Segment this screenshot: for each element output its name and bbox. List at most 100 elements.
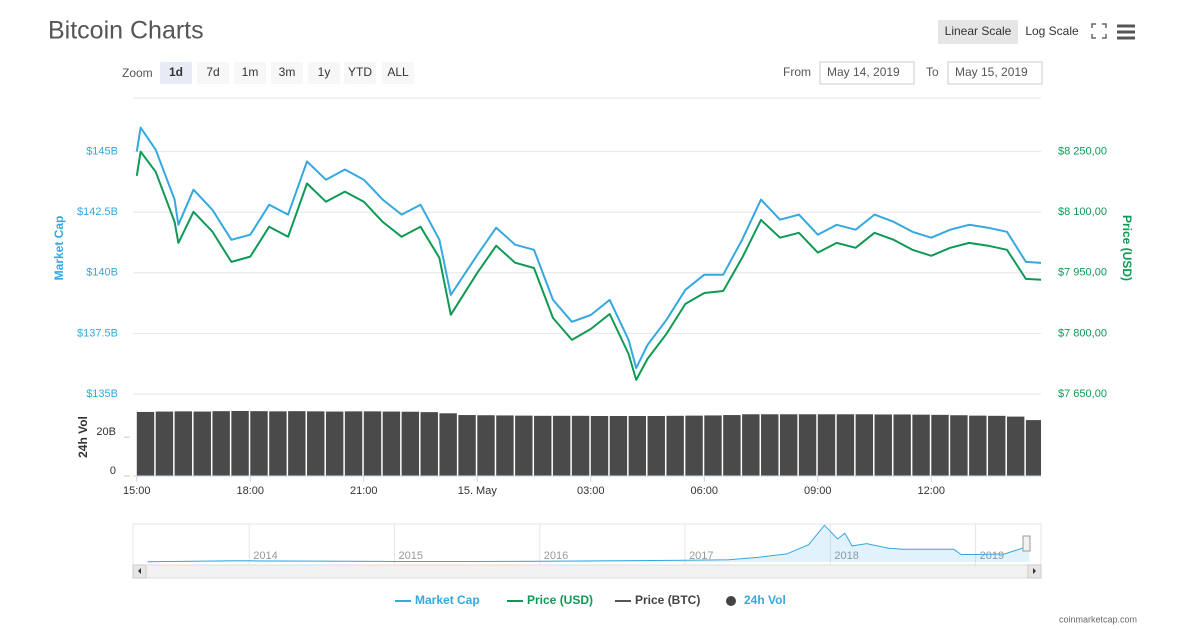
navigator-area xyxy=(147,525,1030,562)
volume-bar xyxy=(288,411,306,476)
volume-bar xyxy=(458,415,476,476)
volume-bar xyxy=(363,411,382,476)
zoom-button-bg[interactable] xyxy=(160,62,192,84)
y-tick-label: $137.5B xyxy=(77,327,118,339)
fullscreen-icon[interactable] xyxy=(1091,23,1107,39)
scroll-arrow xyxy=(138,568,141,574)
volume-bar xyxy=(250,411,268,476)
zoom-button-bg[interactable] xyxy=(308,62,340,84)
volume-axis-label: 24h Vol xyxy=(76,416,90,458)
y2-tick-label: $7 950,00 xyxy=(1058,267,1107,279)
zoom-button-bg[interactable] xyxy=(234,62,266,84)
zoom-button-bg[interactable] xyxy=(271,62,303,84)
x-tick-label: 18:00 xyxy=(237,485,265,497)
legend-label[interactable]: Price (USD) xyxy=(527,593,593,607)
volume-bar xyxy=(401,411,420,476)
zoom-button[interactable]: 1y xyxy=(318,65,331,79)
scale-button[interactable]: Linear Scale xyxy=(945,24,1012,38)
navigator-tick-label: 2018 xyxy=(834,550,858,562)
volume-bar xyxy=(685,415,703,476)
volume-bar xyxy=(628,416,647,476)
volume-bar xyxy=(136,411,155,476)
legend-label[interactable]: Price (BTC) xyxy=(635,593,700,607)
volume-bar xyxy=(912,414,930,476)
volume-bar xyxy=(420,412,438,476)
x-tick-label: 06:00 xyxy=(691,485,719,497)
volume-bar xyxy=(798,414,817,476)
volume-bar xyxy=(988,415,1006,476)
x-tick-label: 09:00 xyxy=(804,485,832,497)
legend-swatch[interactable] xyxy=(726,596,736,606)
volume-bar xyxy=(212,411,230,476)
zoom-button[interactable]: 7d xyxy=(206,65,219,79)
volume-bar xyxy=(742,414,760,476)
series-line xyxy=(135,126,1042,370)
volume-bar xyxy=(325,411,344,476)
navigator-tick-label: 2014 xyxy=(253,550,277,562)
navigator-tick-label: 2016 xyxy=(544,550,568,562)
volume-bar xyxy=(893,414,911,476)
x-tick-label: 21:00 xyxy=(350,485,378,497)
y-tick-label: $140B xyxy=(86,267,118,279)
volume-bar xyxy=(571,415,590,476)
scrollbar[interactable] xyxy=(132,564,1042,579)
y-tick-label: $142.5B xyxy=(77,206,118,218)
volume-bar xyxy=(155,411,174,476)
volume-bar xyxy=(647,416,665,476)
legend-label[interactable]: Market Cap xyxy=(415,593,480,607)
from-input[interactable] xyxy=(819,61,915,85)
volume-tick-label: 0 xyxy=(110,465,116,477)
y2-tick-label: $7 800,00 xyxy=(1058,327,1107,339)
navigator-tick-label: 2019 xyxy=(980,550,1004,562)
x-tick-label: 03:00 xyxy=(577,485,605,497)
x-tick-label: 12:00 xyxy=(918,485,946,497)
icon xyxy=(1091,23,1107,39)
volume-bar xyxy=(231,410,249,476)
title: Bitcoin Charts xyxy=(48,17,204,45)
y2-axis-label: Price (USD) xyxy=(1120,215,1134,281)
navigator-handle[interactable] xyxy=(1022,535,1031,552)
volume-bar xyxy=(836,414,855,476)
zoom-button[interactable]: 3m xyxy=(279,65,296,79)
y2-tick-label: $8 100,00 xyxy=(1058,206,1107,218)
zoom-label: Zoom xyxy=(122,66,153,80)
volume-bar xyxy=(552,415,571,476)
volume-bar xyxy=(609,416,628,476)
volume-bar xyxy=(193,411,211,476)
scroll-arrow xyxy=(1033,568,1036,574)
zoom-button[interactable]: 1m xyxy=(242,65,259,79)
volume-bar xyxy=(779,414,798,476)
volume-bar xyxy=(666,415,684,476)
volume-bar xyxy=(515,415,533,476)
to-label: To xyxy=(926,65,939,79)
y2-tick-label: $7 650,00 xyxy=(1058,388,1107,400)
zoom-button-bg[interactable] xyxy=(344,62,376,84)
series-line xyxy=(135,150,1042,381)
zoom-button[interactable]: ALL xyxy=(387,65,409,79)
volume-bar xyxy=(817,414,836,476)
credit: coinmarketcap.com xyxy=(1059,614,1137,624)
zoom-button[interactable]: YTD xyxy=(348,65,372,79)
scale-button-bg[interactable] xyxy=(938,20,1018,44)
volume-bar xyxy=(761,414,779,476)
zoom-button[interactable]: 1d xyxy=(169,65,183,79)
zoom-button-bg[interactable] xyxy=(382,62,414,84)
volume-bar xyxy=(1025,420,1041,476)
menu-icon[interactable] xyxy=(1117,24,1135,40)
x-tick-label: 15. May xyxy=(458,485,498,497)
volume-bar xyxy=(704,415,722,476)
volume-bar xyxy=(174,411,193,476)
scale-button[interactable]: Log Scale xyxy=(1025,24,1079,38)
y2-tick-label: $8 250,00 xyxy=(1058,146,1107,158)
volume-bar xyxy=(931,414,949,476)
volume-bar xyxy=(874,414,892,476)
volume-bar xyxy=(1006,416,1025,476)
y-tick-label: $135B xyxy=(86,388,118,400)
volume-bar xyxy=(439,413,457,476)
to-input[interactable] xyxy=(947,61,1043,85)
x-tick-label: 15:00 xyxy=(123,485,151,497)
zoom-button-bg[interactable] xyxy=(197,62,229,84)
volume-bar xyxy=(950,415,968,476)
legend-label[interactable]: 24h Vol xyxy=(744,593,786,607)
